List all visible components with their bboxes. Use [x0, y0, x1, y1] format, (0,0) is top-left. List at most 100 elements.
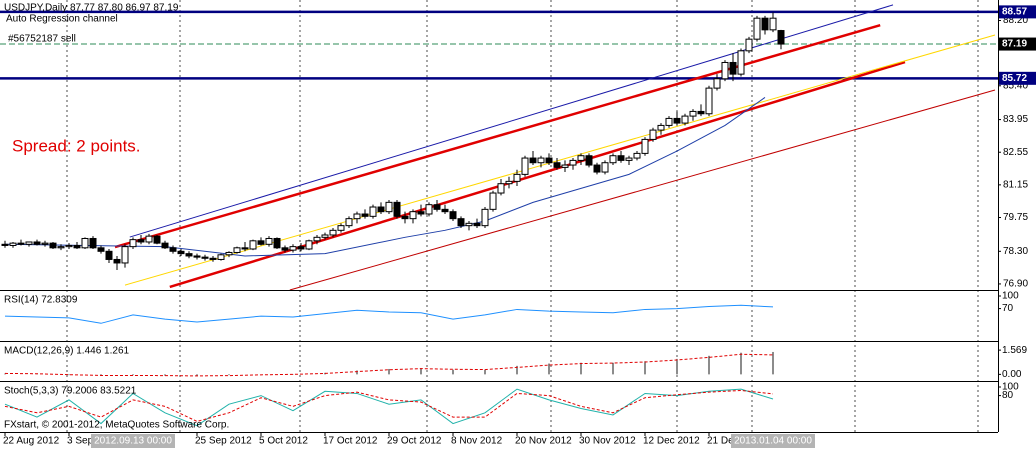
candle-body: [337, 225, 345, 231]
y-tick-label: 88.20: [1003, 15, 1028, 26]
candle-body: [449, 211, 457, 220]
y-tick-label: 79.75: [1003, 212, 1028, 223]
candle-body: [657, 124, 665, 131]
y-tick-label: 70: [1002, 303, 1014, 314]
candle-body: [185, 253, 193, 257]
candle-body: [673, 117, 681, 124]
candle-body: [473, 222, 481, 227]
candle-body: [345, 218, 353, 227]
candle-body: [145, 235, 153, 243]
level-label-box: [999, 37, 1036, 51]
candle-body: [33, 241, 41, 245]
spread-label: Spread: 2 points.: [12, 136, 141, 155]
candle-body: [49, 242, 57, 249]
indicator-line: [4, 388, 774, 427]
y-tick-label: 78.30: [1003, 246, 1028, 257]
candle-body: [81, 237, 89, 249]
candle-body: [225, 251, 233, 256]
candle-body: [689, 110, 697, 117]
level-label: 87.19: [1002, 39, 1027, 50]
candle-body: [137, 239, 145, 243]
candle-body: [681, 115, 689, 124]
candle-body: [209, 257, 217, 260]
crosshair-date: 2012.09.13 00:00: [94, 436, 172, 447]
candle-body: [425, 204, 433, 215]
candle-body: [305, 240, 313, 250]
candle-body: [569, 159, 577, 166]
candle-body: [265, 237, 273, 245]
candle-body: [257, 240, 265, 245]
candle-body: [353, 213, 361, 220]
candle-body: [433, 204, 441, 210]
x-tick-label: 22 Aug 2012: [3, 436, 60, 447]
candle-body: [97, 247, 105, 252]
level-label: 88.57: [1002, 7, 1027, 18]
y-tick-label: 82.55: [1003, 147, 1028, 158]
chart-title: USDJPY,Daily 87.77 87.80 86.97 87.19: [4, 3, 179, 14]
candle-body: [721, 61, 729, 80]
candle-body: [129, 239, 137, 248]
candle-body: [177, 250, 185, 255]
y-tick-label: 80: [1002, 390, 1014, 401]
candle-body: [113, 258, 121, 264]
y-tick-label: 0.00: [1002, 369, 1022, 380]
candle-body: [601, 162, 609, 173]
candle-body: [57, 246, 65, 249]
y-tick-label: 81.15: [1003, 180, 1028, 191]
candle-body: [65, 244, 73, 248]
candle-body: [553, 162, 561, 168]
candle-body: [497, 183, 505, 194]
candle-body: [161, 242, 169, 249]
candle-body: [273, 237, 281, 249]
candle-body: [489, 192, 497, 210]
candle-body: [625, 157, 633, 161]
level-label-box: [999, 5, 1036, 19]
x-tick-label: 5 Oct 2012: [259, 436, 308, 447]
candle-body: [777, 30, 785, 45]
channel-line: [114, 23, 881, 249]
y-tick-label: 1.569: [1002, 345, 1027, 356]
candle-body: [521, 157, 529, 175]
y-tick-label: 76.90: [1003, 279, 1028, 290]
candle-body: [537, 157, 545, 164]
candle-body: [193, 255, 201, 258]
candle-body: [545, 157, 553, 164]
candle-body: [617, 155, 625, 161]
candle-body: [593, 164, 601, 173]
candle-body: [169, 247, 177, 252]
x-tick-label: 21 De: [707, 436, 734, 447]
candle-body: [289, 246, 297, 251]
candle-body: [329, 229, 337, 236]
candle-body: [753, 17, 761, 40]
panel-title: MACD(12,26,9) 1.446 1.261: [4, 346, 130, 357]
candle-body: [105, 250, 113, 260]
x-tick-label: 3 Sep: [67, 436, 94, 447]
candle-body: [409, 211, 417, 220]
candle-body: [529, 157, 537, 164]
candle-body: [649, 129, 657, 140]
y-tick-label: 100: [1002, 291, 1019, 302]
x-tick-label: 12 Dec 2012: [643, 436, 700, 447]
candle-body: [761, 17, 769, 31]
candle-body: [633, 152, 641, 159]
indicator-line: [4, 389, 774, 422]
candle-body: [17, 242, 25, 245]
candle-body: [369, 206, 377, 217]
candle-body: [241, 247, 249, 250]
x-tick-label: 29 Oct 2012: [387, 436, 442, 447]
y-tick-label: 83.95: [1003, 114, 1028, 125]
y-tick-label: 100: [1002, 382, 1019, 393]
x-tick-label: 30 Nov 2012: [579, 436, 636, 447]
candle-body: [729, 61, 737, 75]
indicator-line: [4, 304, 774, 324]
candle-body: [233, 247, 241, 253]
candle-body: [73, 244, 81, 249]
candle-body: [737, 50, 745, 75]
candle-body: [281, 247, 289, 251]
candle-body: [393, 201, 401, 217]
candle-body: [201, 256, 209, 259]
candle-body: [713, 78, 721, 89]
candle-body: [769, 17, 777, 31]
candle-body: [577, 155, 585, 161]
